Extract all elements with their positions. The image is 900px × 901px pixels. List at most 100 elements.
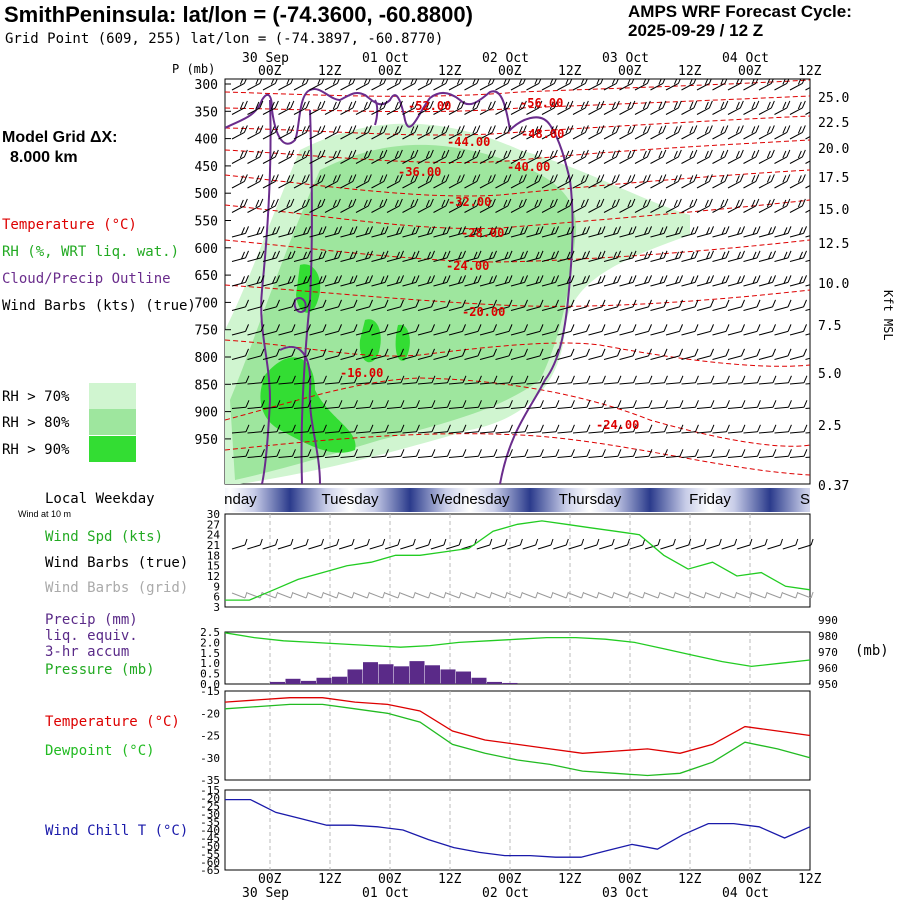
wind-barb bbox=[743, 226, 761, 238]
wind-barb bbox=[433, 449, 451, 458]
wind-barb bbox=[231, 226, 249, 238]
wind-barb bbox=[495, 275, 513, 287]
wind-barb bbox=[774, 250, 792, 262]
wind-barb bbox=[696, 400, 715, 409]
wind-barb bbox=[324, 125, 341, 140]
wind-barb bbox=[231, 149, 248, 164]
wind-barb bbox=[495, 400, 513, 409]
pressure-tick-750: 750 bbox=[195, 324, 218, 339]
wind-barb bbox=[402, 174, 419, 189]
wind-barb bbox=[572, 449, 591, 458]
temp-label-56: -56.00 bbox=[520, 96, 563, 110]
wind-barb bbox=[634, 449, 653, 458]
wind-barb bbox=[650, 400, 668, 409]
wind-barb bbox=[479, 424, 498, 434]
wind-barb bbox=[309, 198, 326, 213]
wind-barb bbox=[588, 125, 605, 140]
wind-barb bbox=[712, 174, 729, 189]
temp-label-16: -16.00 bbox=[340, 366, 383, 380]
wind-barb bbox=[634, 174, 651, 189]
wind-barb bbox=[557, 375, 575, 385]
wind-barb bbox=[371, 149, 388, 164]
wind-barb bbox=[386, 149, 403, 164]
wind-barb bbox=[293, 174, 310, 189]
wind-spd-label: Wind Spd (kts) bbox=[45, 529, 164, 545]
wind-barb bbox=[402, 375, 420, 385]
wind-barb bbox=[634, 348, 652, 360]
top-hour-2: 00Z bbox=[378, 64, 402, 79]
precip-accum-label: 3-hr accum bbox=[45, 644, 130, 660]
wind-barb bbox=[417, 79, 433, 91]
wind-barb bbox=[650, 125, 667, 140]
wind-barb bbox=[448, 424, 467, 434]
wind-barb bbox=[371, 250, 389, 262]
wind-barb bbox=[433, 324, 451, 336]
wind-barb bbox=[650, 198, 667, 213]
wind-barb bbox=[789, 100, 806, 115]
wind-barb bbox=[464, 348, 482, 360]
bottom-hour-8: 00Z bbox=[738, 872, 762, 887]
wind-barb bbox=[433, 400, 451, 409]
wind-barb bbox=[510, 125, 527, 140]
wind-barb bbox=[324, 250, 342, 262]
wind-barb bbox=[278, 275, 296, 287]
bottom-date-2: 01 Oct bbox=[362, 886, 409, 901]
wind-barb bbox=[619, 226, 637, 238]
wind-barb bbox=[634, 226, 652, 238]
wind-barb bbox=[634, 275, 652, 287]
wind-barb bbox=[324, 324, 342, 336]
wind-barb bbox=[448, 449, 467, 458]
wind-barb bbox=[774, 174, 791, 189]
wind-barb bbox=[805, 136, 810, 140]
wind-barb bbox=[278, 424, 296, 434]
wind-barb bbox=[340, 375, 358, 385]
wind-barb bbox=[588, 250, 606, 262]
wind-barb bbox=[758, 275, 776, 287]
wind-barb bbox=[681, 149, 698, 164]
wind-barb bbox=[510, 250, 528, 262]
height-tick-6: 10.0 bbox=[818, 277, 849, 292]
wind-barb bbox=[495, 449, 513, 458]
wind-barb bbox=[588, 324, 606, 336]
temp-label-20: -20.00 bbox=[462, 305, 505, 319]
wind-barb bbox=[324, 299, 342, 311]
height-tick-0: 25.0 bbox=[818, 91, 849, 106]
wind-barb bbox=[665, 79, 681, 91]
wind-barb bbox=[386, 324, 404, 336]
bottom-hour-5: 12Z bbox=[558, 872, 582, 887]
wind-barb bbox=[464, 424, 482, 434]
wind-barb bbox=[696, 198, 713, 213]
wind-barb bbox=[712, 275, 730, 287]
wind-barb bbox=[262, 299, 280, 311]
wind-barb bbox=[495, 348, 513, 360]
wind-barb bbox=[774, 400, 792, 409]
wind-barb bbox=[324, 100, 341, 115]
temperature-contour-labels: -52.00 -56.00 -48.00 -44.00 -40.00 -36.0… bbox=[340, 96, 639, 432]
top-date-1: 30 Sep bbox=[242, 51, 289, 66]
temp-label-40: -40.00 bbox=[507, 160, 550, 174]
wind-barb bbox=[758, 324, 776, 336]
wind-barb bbox=[619, 275, 637, 287]
wind-barb bbox=[355, 100, 372, 115]
wind-barb bbox=[448, 250, 466, 262]
wind-barb bbox=[681, 275, 699, 287]
wind-barb bbox=[541, 79, 557, 91]
wind-barb bbox=[464, 100, 481, 115]
height-tick-9: 2.5 bbox=[818, 419, 841, 434]
wind-barb bbox=[324, 400, 343, 409]
wind-barbs-true-label: Wind Barbs (true) bbox=[45, 555, 189, 571]
wind-barb bbox=[619, 79, 635, 91]
wind-barb bbox=[727, 125, 744, 140]
wind-barb bbox=[402, 400, 420, 409]
wind-barb bbox=[588, 275, 606, 287]
legend-rh: RH (%, WRT liq. wat.) bbox=[2, 244, 180, 260]
wind-barb bbox=[340, 400, 358, 409]
wind-barb bbox=[774, 299, 792, 311]
rh-90-region-4 bbox=[260, 357, 356, 453]
wind-barb bbox=[665, 424, 684, 434]
day-tuesday: Tuesday bbox=[290, 488, 410, 512]
temperature-series-label: Temperature (°C) bbox=[45, 714, 180, 730]
wind-barb bbox=[541, 324, 559, 336]
wind-barb bbox=[526, 149, 543, 164]
wind-barb bbox=[588, 79, 604, 91]
